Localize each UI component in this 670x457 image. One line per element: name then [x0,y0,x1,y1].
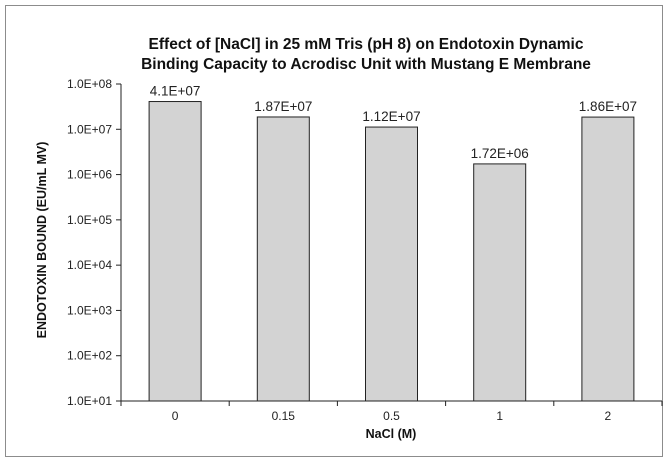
bar-data-label: 1.87E+07 [254,99,312,114]
y-axis-ticks: 1.0E+01 1.0E+02 1.0E+03 1.0E+04 1.0E+05 1.0E+… [67,77,121,408]
bar [581,116,635,402]
chart-title-line-2: Binding Capacity to Acrodisc Unit with M… [141,56,591,73]
bar [365,126,418,402]
y-tick-label: 1.0E+05 [67,213,112,227]
bar [473,163,527,402]
y-tick-label: 1.0E+04 [67,258,112,272]
x-tick-label: 1 [496,409,503,423]
y-tick-label: 1.0E+07 [67,122,112,136]
x-axis-ticks: 0 0.15 0.5 1 2 [120,401,663,423]
y-tick-label: 1.0E+02 [67,349,112,363]
bar-data-label: 1.12E+07 [362,109,420,124]
y-tick-label: 1.0E+06 [67,168,112,182]
y-axis-title: ENDOTOXIN BOUND (EU/mL MV) [35,142,49,339]
x-tick-label: 0 [172,409,179,423]
x-tick-label: 0.5 [383,409,400,423]
x-axis-title: NaCl (M) [366,427,417,441]
bar-data-label: 1.86E+07 [579,99,637,114]
bar-data-label: 1.72E+06 [471,146,529,161]
chart-title-line-1: Effect of [NaCl] in 25 mM Tris (pH 8) on… [149,36,584,53]
bar [256,116,310,402]
y-tick-label: 1.0E+01 [67,394,112,408]
x-tick-label: 2 [605,409,612,423]
bar [148,101,202,402]
y-tick-label: 1.0E+08 [67,77,112,91]
chart-frame [5,5,663,457]
bars: 4.1E+07 1.87E+07 1.12E+07 1.72E+06 1.86E+07 [148,84,637,402]
bar-data-label: 4.1E+07 [150,84,201,99]
x-tick-label: 0.15 [272,409,296,423]
y-tick-label: 1.0E+03 [67,303,112,317]
